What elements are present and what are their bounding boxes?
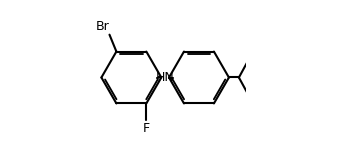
Text: HN: HN (156, 71, 174, 84)
Text: F: F (143, 122, 150, 135)
Text: Br: Br (95, 20, 109, 33)
